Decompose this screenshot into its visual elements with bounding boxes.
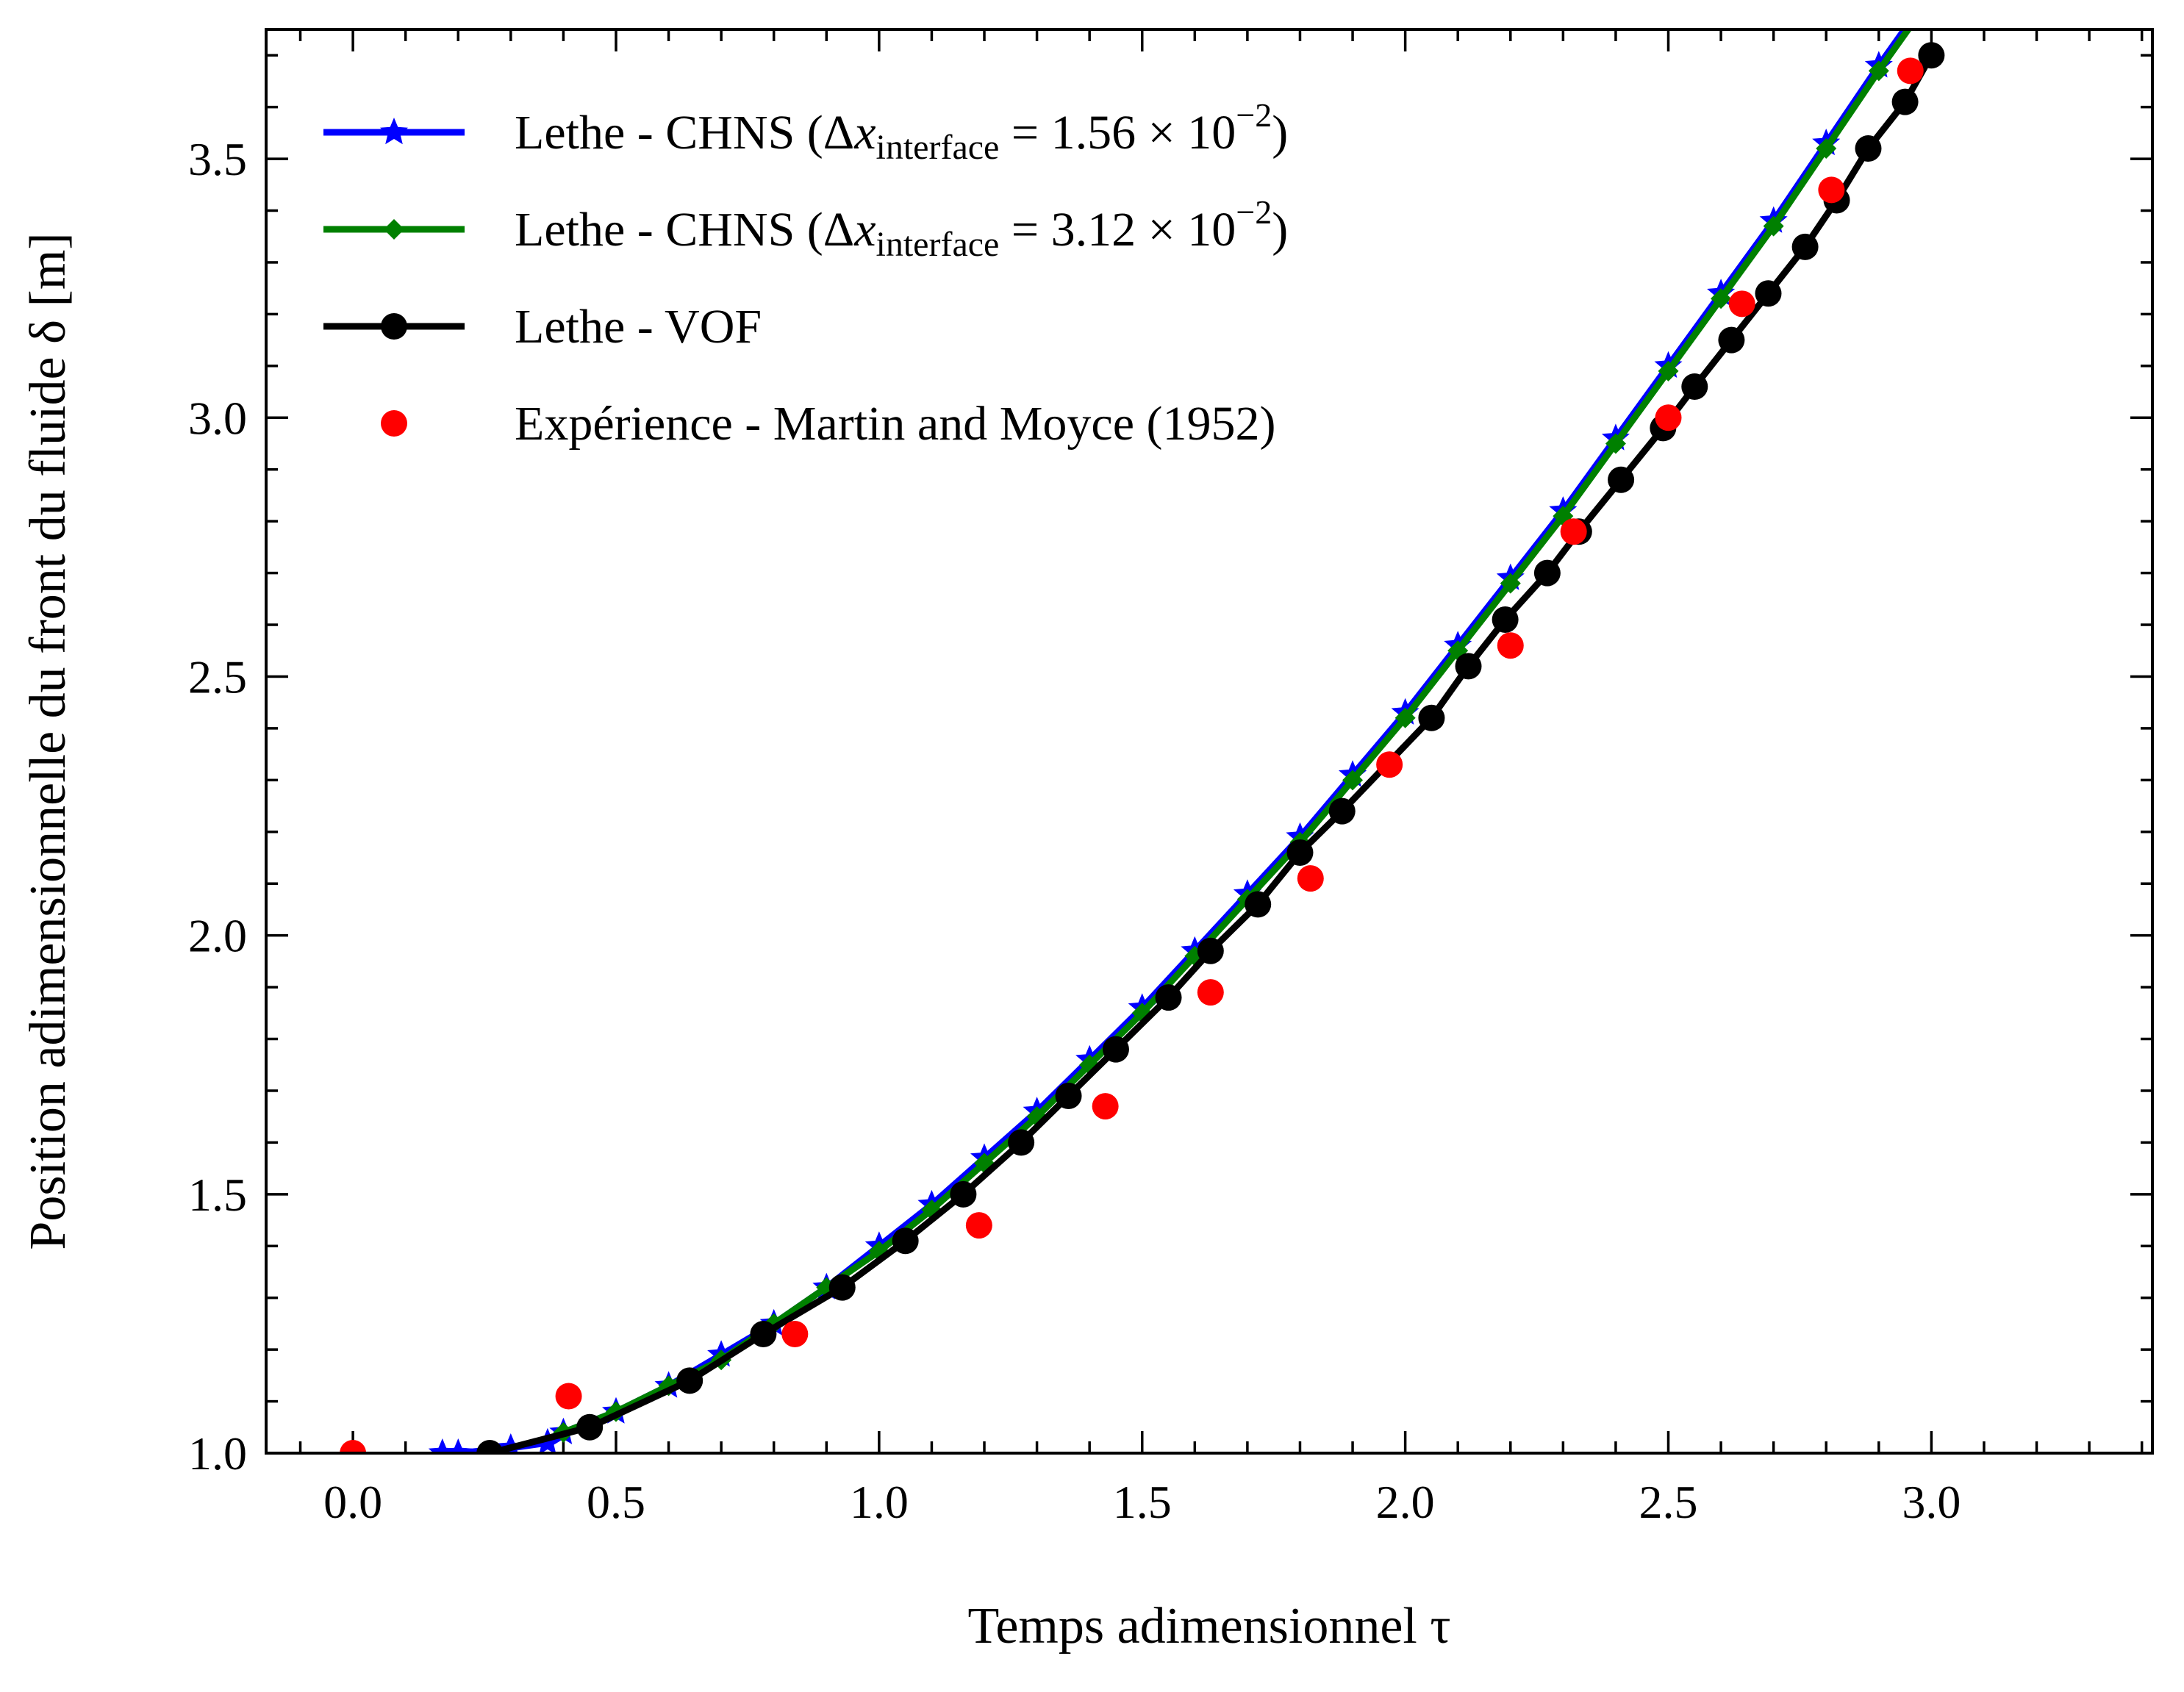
series-line-vof	[489, 53, 1935, 1453]
data-point-vof	[1197, 937, 1224, 964]
data-point-vof	[1008, 1129, 1035, 1156]
data-point-vof	[1533, 559, 1561, 587]
y-tick-label: 2.5	[188, 650, 247, 703]
data-point-vof	[1681, 373, 1708, 401]
x-tick-label: 2.5	[1639, 1476, 1698, 1528]
legend-label: Lethe - CHNS (Δxinterface = 1.56 × 10−2)	[515, 96, 1288, 167]
data-point-experiment	[1655, 404, 1682, 431]
legend-marker	[384, 219, 404, 240]
x-tick-label: 2.0	[1376, 1476, 1435, 1528]
data-point-chns-coarse	[1868, 60, 1889, 82]
legend-item-chns-coarse: Lethe - CHNS (Δxinterface = 3.12 × 10−2)	[323, 193, 1288, 264]
data-point-chns-coarse	[1763, 215, 1784, 237]
legend-label: Lethe - VOF	[515, 300, 762, 354]
y-tick-label: 2.0	[188, 910, 247, 962]
data-point-experiment	[1197, 979, 1224, 1006]
data-point-chns-fine	[444, 1438, 473, 1453]
data-point-vof	[476, 1440, 504, 1453]
legend-label: Lethe - CHNS (Δxinterface = 3.12 × 10−2)	[515, 193, 1288, 264]
legend-item-chns-fine: Lethe - CHNS (Δxinterface = 1.56 × 10−2)	[323, 96, 1288, 167]
data-point-chns-coarse	[1905, 9, 1926, 29]
x-tick-label: 1.0	[850, 1476, 909, 1528]
x-tick-label: 0.0	[323, 1476, 382, 1528]
data-point-experiment	[1297, 865, 1324, 892]
y-tick-label: 3.0	[188, 392, 247, 444]
legend: Lethe - CHNS (Δxinterface = 1.56 × 10−2)…	[323, 96, 1288, 451]
data-point-vof	[1891, 88, 1919, 115]
data-point-vof	[1455, 653, 1482, 680]
data-point-vof	[1718, 326, 1745, 354]
data-point-experiment	[965, 1212, 992, 1239]
legend-item-vof: Lethe - VOF	[323, 300, 762, 354]
plot-series	[340, 0, 1945, 1453]
data-point-experiment	[555, 1383, 582, 1410]
y-tick-label: 1.0	[188, 1427, 247, 1480]
data-point-vof	[892, 1227, 919, 1255]
data-point-experiment	[340, 1440, 367, 1453]
legend-marker	[380, 118, 408, 145]
ticks	[266, 29, 2152, 1455]
legend-label: Expérience - Martin and Moyce (1952)	[515, 397, 1275, 451]
data-point-vof	[950, 1180, 977, 1208]
series-experiment	[340, 57, 1924, 1453]
data-point-chns-coarse	[1711, 288, 1732, 309]
data-point-vof	[1155, 984, 1182, 1011]
data-point-vof	[1755, 280, 1782, 307]
y-tick-label: 1.5	[188, 1169, 247, 1221]
data-point-vof	[1245, 891, 1272, 918]
data-point-chns-coarse	[1816, 138, 1837, 159]
data-point-chns-coarse	[1342, 770, 1364, 791]
legend-marker	[381, 313, 407, 340]
x-tick-label: 3.0	[1902, 1476, 1961, 1528]
data-point-vof	[1855, 135, 1882, 162]
data-point-experiment	[1897, 57, 1924, 85]
data-point-experiment	[1092, 1093, 1119, 1120]
data-point-vof	[1102, 1036, 1129, 1063]
data-point-experiment	[1376, 751, 1403, 778]
plot-frame	[265, 28, 2154, 1455]
data-point-chns-coarse	[1500, 573, 1521, 594]
legend-item-experiment: Expérience - Martin and Moyce (1952)	[381, 397, 1275, 451]
data-point-experiment	[781, 1320, 809, 1347]
data-point-chns-fine	[1902, 0, 1930, 26]
data-point-vof	[1418, 704, 1445, 731]
data-point-vof	[1286, 839, 1314, 866]
data-point-chns-coarse	[1658, 360, 1679, 381]
data-point-chns-coarse	[1394, 707, 1416, 728]
data-point-experiment	[1560, 518, 1587, 545]
x-axis-label: Temps adimensionnel τ	[967, 1598, 1450, 1655]
x-tick-label: 1.5	[1113, 1476, 1172, 1528]
tick-labels: 0.0 0.5 1.0 1.5 2.0 2.5 3.0 1.0 1.5 2.0 2.5 3.0 3.5	[188, 133, 1961, 1528]
data-point-vof	[1055, 1082, 1082, 1109]
data-point-vof	[828, 1274, 856, 1301]
data-point-vof	[750, 1320, 777, 1347]
data-point-vof	[1328, 797, 1356, 825]
data-point-experiment	[1497, 632, 1524, 659]
y-tick-label: 3.5	[188, 133, 247, 185]
data-point-experiment	[1728, 290, 1755, 318]
data-point-vof	[1492, 606, 1519, 633]
y-axis-label: Position adimensionnelle du front du flu…	[20, 232, 76, 1250]
data-point-vof	[1918, 42, 1945, 69]
x-tick-label: 0.5	[587, 1476, 645, 1528]
legend-marker	[381, 410, 407, 437]
data-point-experiment	[1818, 176, 1845, 204]
data-point-vof	[1608, 466, 1635, 493]
data-point-vof	[576, 1413, 604, 1441]
data-point-chns-coarse	[1605, 433, 1626, 454]
data-point-vof	[676, 1367, 703, 1394]
data-point-vof	[1791, 233, 1819, 260]
